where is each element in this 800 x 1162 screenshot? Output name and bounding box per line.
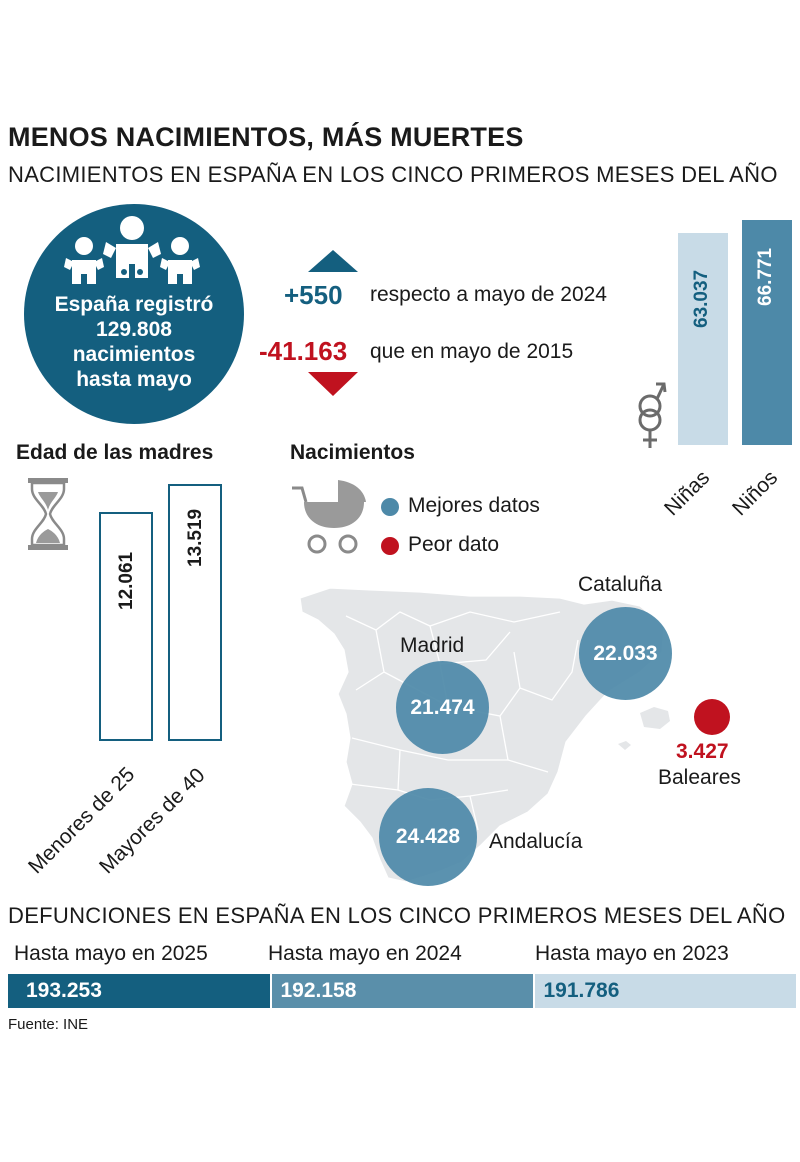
delta-vs-2024-text: respecto a mayo de 2024: [370, 283, 607, 306]
legend-best-label: Mejores datos: [408, 494, 540, 517]
deaths-2024-label: Hasta mayo en 2024: [268, 942, 462, 965]
hero-line-1: España registró: [54, 293, 214, 316]
deaths-2025-label: Hasta mayo en 2025: [14, 942, 208, 965]
hero-total-births: 129.808: [96, 318, 172, 341]
deaths-2024-value: 192.158: [280, 979, 357, 1002]
label-andalucia: Andalucía: [489, 830, 583, 853]
deaths-title: DEFUNCIONES EN ESPAÑA EN LOS CINCO PRIME…: [8, 903, 786, 928]
over40-bar: [168, 484, 222, 741]
legend-best-dot: [381, 498, 399, 516]
label-baleares: Baleares: [658, 766, 741, 789]
bubble-cataluna: 22.033: [579, 607, 672, 700]
arrow-down-icon: [308, 372, 358, 396]
chart-title: MENOS NACIMIENTOS, MÁS MUERTES: [8, 122, 524, 152]
baleares-value: 3.427: [676, 740, 729, 763]
hourglass-icon: [28, 478, 68, 550]
mothers-age-title: Edad de las madres: [16, 441, 214, 464]
legend-worst-dot: [381, 537, 399, 555]
delta-vs-2015-value: -41.163: [259, 336, 348, 366]
deaths-2023-value: 191.786: [543, 979, 620, 1002]
label-cataluna: Cataluña: [578, 573, 663, 596]
deaths-2025-value: 193.253: [26, 979, 102, 1002]
source-note: Fuente: INE: [8, 1016, 89, 1033]
legend-worst-label: Peor dato: [408, 533, 500, 556]
total-births-circle: [24, 204, 244, 424]
boys-bar: [742, 220, 792, 445]
hero-line-4: hasta mayo: [76, 368, 192, 391]
girls-bar: [678, 232, 728, 445]
births-map-title: Nacimientos: [290, 441, 415, 464]
chart-subtitle: NACIMIENTOS EN ESPAÑA EN LOS CINCO PRIME…: [8, 162, 778, 187]
deaths-2023-bar: [535, 974, 796, 1008]
arrow-up-icon: [308, 250, 358, 272]
bubble-baleares: [694, 699, 730, 735]
hero-line-3: nacimientos: [72, 343, 196, 366]
deaths-2024-bar: [272, 974, 534, 1008]
bubble-andalucia-value: 24.428: [395, 825, 461, 848]
under25-bar: [99, 511, 153, 741]
bubble-madrid: 21.474: [396, 661, 489, 754]
bubble-cataluna-value: 22.033: [593, 641, 658, 665]
babies-icon: [64, 216, 200, 284]
gender-symbol-icon: [638, 382, 667, 448]
deaths-2025-bar: [8, 974, 271, 1008]
deaths-2023-label: Hasta mayo en 2023: [535, 942, 729, 965]
delta-vs-2015-text: que en mayo de 2015: [370, 340, 574, 363]
delta-vs-2024-value: +550: [284, 280, 343, 310]
stroller-icon: [292, 480, 366, 554]
bubble-andalucia: 24.428: [379, 788, 477, 886]
bubble-madrid-value: 21.474: [410, 695, 475, 719]
label-madrid: Madrid: [400, 634, 465, 657]
